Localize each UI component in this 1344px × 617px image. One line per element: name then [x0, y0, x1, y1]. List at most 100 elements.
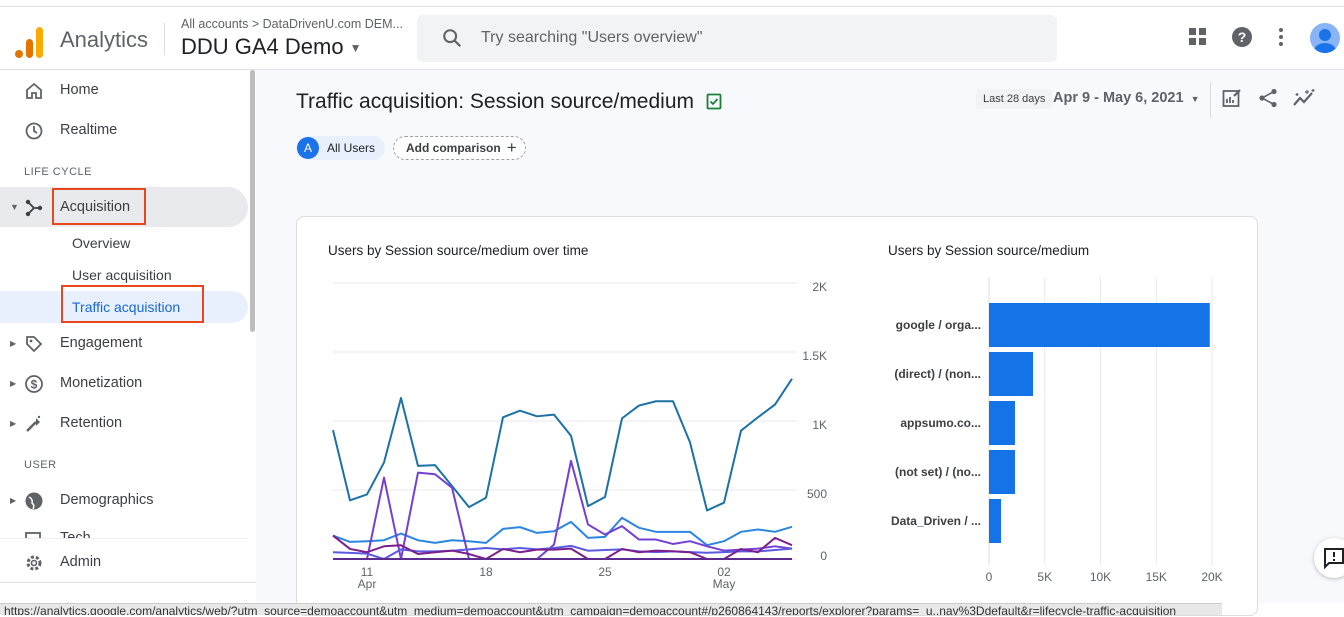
clock-icon: [25, 122, 43, 140]
highlight-box: [52, 188, 146, 225]
bar-category-label: appsumo.co...: [900, 416, 981, 430]
gear-icon: [26, 555, 42, 571]
feedback-button[interactable]: [1314, 538, 1344, 578]
caret-down-icon: ▼: [10, 202, 19, 212]
status-bar-url: https://analytics.google.com/analytics/w…: [0, 603, 1222, 615]
x-tick-month: May: [713, 577, 736, 591]
sidebar-item-tech[interactable]: Tech: [0, 522, 248, 538]
property-selector[interactable]: DDU GA4 Demo ▼: [181, 34, 361, 60]
segment-chip-all-users[interactable]: A All Users: [296, 136, 386, 160]
analytics-logo-icon: [15, 27, 43, 58]
y-tick-label: 1.5K: [802, 349, 827, 363]
avatar[interactable]: [1310, 23, 1340, 53]
bar-category-label: Data_Driven / ...: [891, 514, 981, 528]
section-label: LIFE CYCLE: [24, 166, 92, 178]
bar-category-label: google / orga...: [896, 318, 981, 332]
x-tick-label: 5K: [1037, 570, 1052, 584]
sidebar-label: Monetization: [60, 375, 143, 391]
caret-down-icon: ▼: [349, 41, 362, 56]
plus-icon: +: [506, 138, 517, 157]
sidebar-label: Tech: [60, 530, 91, 538]
y-tick-label: 2K: [812, 280, 827, 294]
feedback-icon: [1324, 548, 1344, 569]
dollar-icon: $: [25, 375, 43, 393]
date-preset-label: Last 28 days: [976, 89, 1053, 109]
caret-right-icon: ▶: [10, 495, 17, 505]
customize-report-icon[interactable]: [1222, 88, 1242, 108]
sidebar-item-acquisition[interactable]: ▼ Acquisition: [0, 187, 248, 227]
sidebar-item-realtime[interactable]: Realtime: [0, 110, 248, 150]
x-tick-label: 11: [361, 565, 374, 579]
x-tick-label: 02: [717, 565, 731, 579]
bar-category-label: (not set) / (no...: [895, 465, 981, 479]
tag-icon: [26, 336, 43, 353]
sidebar-label: Realtime: [60, 122, 118, 138]
share-icon[interactable]: [1258, 88, 1278, 108]
sidebar-label: Demographics: [60, 492, 154, 508]
add-comparison-label: Add comparison: [406, 141, 501, 155]
sidebar-item-traffic-acquisition[interactable]: Traffic acquisition: [72, 299, 181, 315]
bar-chart-title: Users by Session source/medium: [888, 243, 1090, 258]
insights-icon[interactable]: [1292, 88, 1316, 108]
search-input[interactable]: Try searching "Users overview": [417, 15, 1057, 62]
sidebar-item-demographics[interactable]: ▶ Demographics: [0, 480, 248, 520]
active-item-bg: [0, 291, 248, 323]
caret-right-icon: ▶: [10, 378, 17, 388]
chart-card: Users by Session source/medium over time…: [296, 216, 1258, 616]
verified-report-icon[interactable]: [706, 92, 722, 110]
apps-grid-icon[interactable]: [1188, 27, 1208, 47]
sidebar-label: Retention: [60, 415, 123, 431]
main-content: Traffic acquisition: Session source/medi…: [256, 70, 1344, 616]
x-tick-label: 10K: [1090, 570, 1111, 584]
more-vert-icon[interactable]: [1276, 27, 1286, 47]
bar: [989, 499, 1002, 543]
bar-chart: 0 5K 10K 15K 20K google / orga... (direct) / (…: [891, 277, 1223, 584]
bar-category-label: (direct) / (non...: [894, 367, 981, 381]
top-bar: Analytics All accounts > DataDrivenU.com…: [0, 6, 1344, 70]
search-icon: [443, 29, 462, 48]
date-range-selector[interactable]: Apr 9 - May 6, 2021 ▼: [1053, 90, 1200, 106]
add-comparison-button[interactable]: Add comparison +: [393, 136, 526, 160]
caret-right-icon: ▶: [10, 338, 17, 348]
caret-right-icon: ▶: [10, 418, 17, 428]
help-icon[interactable]: ?: [1231, 26, 1253, 48]
globe-icon: [25, 492, 43, 510]
sidebar-item-engagement[interactable]: ▶ Engagement: [0, 323, 248, 363]
sidebar-item-monetization[interactable]: ▶ $ Monetization: [0, 363, 248, 403]
devices-icon: [25, 532, 41, 538]
svg-text:?: ?: [1238, 29, 1247, 45]
x-tick-label: 25: [598, 565, 612, 579]
series-line-0: [332, 378, 793, 512]
x-tick-month: Apr: [358, 577, 377, 591]
sidebar-item-home[interactable]: Home: [0, 70, 248, 110]
breadcrumb[interactable]: All accounts > DataDrivenU.com DEM...: [181, 17, 403, 31]
bar: [989, 352, 1034, 396]
sidebar-item-retention[interactable]: ▶ Retention: [0, 403, 248, 443]
sidebar-scrollbar[interactable]: [250, 70, 255, 332]
sidebar-label: Home: [60, 82, 99, 98]
sidebar-item-overview[interactable]: Overview: [72, 235, 131, 251]
property-name: DDU GA4 Demo: [181, 34, 344, 59]
page-title: Traffic acquisition: Session source/medi…: [296, 90, 722, 114]
section-label: USER: [24, 459, 57, 471]
sidebar-label: Admin: [60, 554, 102, 570]
segment-label: All Users: [327, 141, 376, 155]
series-line-1: [332, 516, 793, 547]
acquisition-icon: [25, 199, 43, 217]
y-tick-label: 0: [820, 549, 827, 563]
app-name: Analytics: [60, 27, 149, 52]
svg-text:$: $: [31, 378, 38, 392]
x-tick-label: 20K: [1201, 570, 1222, 584]
retention-icon: [26, 415, 41, 432]
x-tick-label: 18: [479, 565, 493, 579]
sidebar-item-user-acquisition[interactable]: User acquisition: [72, 267, 172, 283]
divider: [1210, 82, 1211, 118]
highlight-box: [61, 285, 204, 323]
sidebar-item-admin[interactable]: Admin: [0, 542, 248, 582]
series-line-2: [333, 459, 793, 560]
segment-letter-badge: A: [297, 137, 319, 159]
collapse-handle-icon[interactable]: [1214, 586, 1222, 594]
home-icon: [26, 82, 42, 99]
divider: [0, 582, 256, 583]
